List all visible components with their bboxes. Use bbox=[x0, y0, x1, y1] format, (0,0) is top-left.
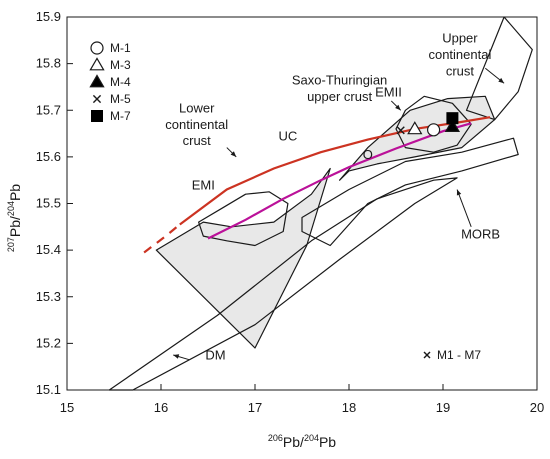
x-tick-label: 17 bbox=[248, 400, 262, 415]
secondary-legend-marker-stroke-b bbox=[423, 351, 431, 359]
annotation-label: continental bbox=[165, 117, 228, 132]
legend-label-m-1: M-1 bbox=[110, 41, 131, 55]
region-emi bbox=[198, 191, 289, 247]
annotation-label: Saxo-Thuringian bbox=[292, 73, 387, 88]
y-label-end: Pb bbox=[7, 184, 23, 201]
legend-marker-m-7 bbox=[91, 110, 103, 122]
region-dm bbox=[108, 177, 458, 391]
x-label-sup: 206 bbox=[268, 433, 283, 443]
y-tick-label: 15.6 bbox=[36, 149, 61, 164]
y-tick-label: 15.9 bbox=[36, 9, 61, 24]
region-emii bbox=[395, 95, 472, 153]
y-label-sup: 207 bbox=[6, 237, 16, 252]
legend-marker-m-3 bbox=[89, 57, 105, 71]
x-label-sup2: 204 bbox=[304, 433, 319, 443]
annotation-label: O bbox=[363, 147, 373, 162]
legend: M-1 M-3 M-4 M-5 M-7 bbox=[89, 41, 131, 123]
annotation-label: continental bbox=[428, 47, 491, 62]
annotation-label: UC bbox=[279, 129, 298, 144]
x-label-main: Pb/ bbox=[283, 434, 304, 450]
data-point-m-7 bbox=[446, 112, 459, 125]
region-morb bbox=[301, 137, 519, 247]
points-layer bbox=[396, 112, 461, 137]
data-point-m-4 bbox=[444, 118, 461, 132]
y-tick-label: 15.3 bbox=[36, 289, 61, 304]
leader-arrow-0 bbox=[498, 77, 505, 84]
annotation-label: EMI bbox=[192, 178, 215, 193]
y-tick-label: 15.5 bbox=[36, 196, 61, 211]
data-point-m-3 bbox=[407, 121, 423, 135]
secondary-legend-marker bbox=[423, 351, 431, 359]
leader-line-3 bbox=[456, 189, 472, 227]
y-tick-label: 15.1 bbox=[36, 382, 61, 397]
x-axis-ticks: 15 16 17 18 19 20 bbox=[60, 384, 544, 415]
x-axis-label: 206Pb/204Pb bbox=[268, 433, 336, 450]
leader-arrow-1 bbox=[395, 104, 401, 111]
legend-label-m-7: M-7 bbox=[110, 109, 131, 123]
x-label-end: Pb bbox=[319, 434, 336, 450]
annotation-label: Lower bbox=[179, 101, 215, 116]
legend-label-m-3: M-3 bbox=[110, 58, 131, 72]
legend-label-m-4: M-4 bbox=[110, 75, 131, 89]
leader-arrow-4 bbox=[173, 354, 180, 359]
annotation-label: DM bbox=[205, 348, 225, 363]
data-point-m-5-stroke-b bbox=[396, 126, 405, 135]
y-tick-label: 15.2 bbox=[36, 335, 61, 350]
x-tick-label: 20 bbox=[530, 400, 544, 415]
legend-label-m-5: M-5 bbox=[110, 92, 131, 106]
annotation-label: EMII bbox=[375, 84, 402, 99]
data-point-m-5 bbox=[396, 126, 405, 135]
curve-uc-dashed bbox=[143, 223, 181, 254]
secondary-legend-label: M1 - M7 bbox=[437, 348, 481, 362]
secondary-legend: M1 - M7 bbox=[423, 348, 481, 362]
annotation-label: upper crust bbox=[307, 89, 372, 104]
legend-marker-m-1 bbox=[90, 41, 104, 55]
y-tick-label: 15.4 bbox=[36, 242, 61, 257]
leaders-layer bbox=[173, 67, 505, 361]
x-tick-label: 19 bbox=[436, 400, 450, 415]
leader-arrow-2 bbox=[230, 151, 237, 157]
x-tick-label: 16 bbox=[154, 400, 168, 415]
annotation-label: crust bbox=[446, 63, 475, 78]
y-axis-label: 207Pb/204Pb bbox=[6, 184, 23, 252]
legend-marker-m-4 bbox=[89, 74, 105, 88]
y-label-sup2: 204 bbox=[6, 201, 16, 216]
x-tick-label: 15 bbox=[60, 400, 74, 415]
y-axis-ticks: 15.1 15.2 15.3 15.4 15.5 15.6 15.7 15.8 15.9 bbox=[36, 9, 73, 397]
legend-marker-m-5 bbox=[92, 94, 102, 104]
y-tick-label: 15.7 bbox=[36, 102, 61, 117]
annotation-label: Upper bbox=[442, 31, 478, 46]
annotations-layer: UppercontinentalcrustSaxo-Thuringianuppe… bbox=[165, 31, 500, 363]
leader-arrow-3 bbox=[456, 189, 462, 196]
legend-marker-m-5-stroke-b bbox=[92, 94, 102, 104]
y-label-main: Pb/ bbox=[7, 216, 23, 237]
x-tick-label: 18 bbox=[342, 400, 356, 415]
annotation-label: MORB bbox=[461, 226, 500, 241]
y-tick-label: 15.8 bbox=[36, 56, 61, 71]
data-point-m-1 bbox=[427, 123, 441, 137]
annotation-label: crust bbox=[183, 133, 212, 148]
